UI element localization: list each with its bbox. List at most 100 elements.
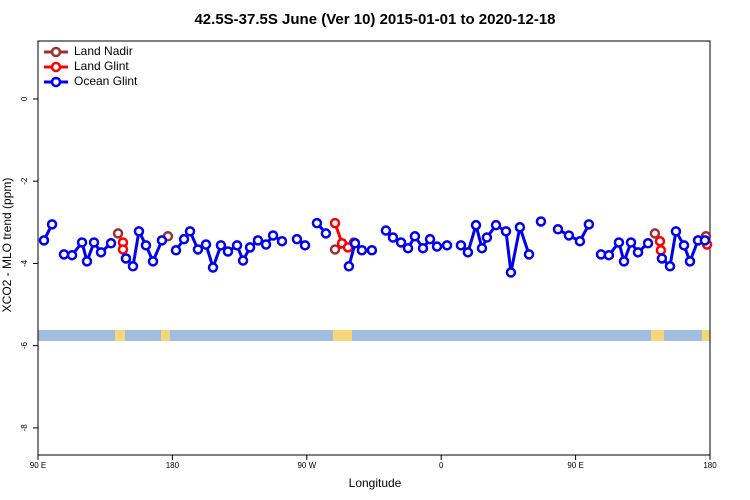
data-point <box>481 232 493 243</box>
data-point <box>431 241 443 252</box>
x-tick-label: 90 W <box>297 461 316 470</box>
data-point <box>387 232 399 243</box>
chart-title: 42.5S-37.5S June (Ver 10) 2015-01-01 to … <box>194 11 555 28</box>
data-point <box>462 247 474 258</box>
data-point <box>632 247 644 258</box>
data-point <box>678 240 690 251</box>
y-axis-label: XCO2 - MLO trend (ppm) <box>0 178 14 313</box>
legend-label: Land Nadir <box>74 44 133 58</box>
data-point <box>552 224 564 235</box>
data-point <box>655 245 667 256</box>
land-patch <box>702 330 710 341</box>
data-point <box>329 217 341 229</box>
data-point <box>424 233 436 245</box>
data-point <box>105 238 117 249</box>
data-point <box>76 237 88 248</box>
data-point <box>95 247 107 258</box>
land-patch <box>115 330 125 341</box>
data-point <box>267 230 279 241</box>
data-point <box>329 244 341 255</box>
data-point <box>66 249 78 261</box>
data-point <box>409 231 421 242</box>
data-point <box>133 226 145 237</box>
data-point <box>252 235 264 246</box>
data-point <box>260 239 272 250</box>
data-point <box>613 237 625 248</box>
data-point <box>127 261 139 272</box>
data-point <box>349 238 361 249</box>
data-point <box>276 235 288 247</box>
data-point <box>147 256 159 267</box>
y-tick-label: -2 <box>20 177 29 185</box>
surface-band <box>38 330 710 341</box>
data-point <box>244 242 256 253</box>
data-point <box>656 253 668 264</box>
data-point <box>120 253 132 264</box>
data-point <box>140 240 152 251</box>
data-point <box>366 245 378 256</box>
data-point <box>500 226 512 237</box>
data-point <box>523 249 535 260</box>
data-point <box>200 239 212 250</box>
data-point <box>455 240 467 251</box>
x-tick-label: 180 <box>166 461 180 470</box>
data-point <box>207 262 219 273</box>
data-point <box>664 261 676 272</box>
data-point <box>649 228 661 239</box>
data-point <box>320 228 332 239</box>
data-point <box>654 235 666 247</box>
x-tick-label: 0 <box>439 461 444 470</box>
data-point <box>535 216 547 227</box>
data-point <box>291 233 303 245</box>
data-point <box>38 235 50 246</box>
data-point <box>583 219 595 230</box>
ocean-band <box>38 330 710 341</box>
data-point <box>184 226 196 237</box>
land-patch <box>651 330 664 341</box>
land-patch <box>161 330 170 341</box>
y-tick-label: 0 <box>20 96 29 101</box>
data-point <box>625 237 637 248</box>
data-point <box>603 249 615 261</box>
data-point <box>470 219 482 231</box>
data-point <box>299 240 311 251</box>
legend-marker <box>50 76 62 88</box>
data-point <box>642 238 654 249</box>
data-point <box>231 240 243 251</box>
data-point <box>563 230 575 241</box>
data-point <box>402 242 414 254</box>
x-tick-label: 90 E <box>30 461 46 470</box>
data-point <box>684 256 696 267</box>
data-point <box>441 240 453 251</box>
land-patch <box>333 330 352 341</box>
data-point <box>380 225 392 236</box>
data-point <box>46 219 58 230</box>
data-point <box>574 235 586 247</box>
legend-label: Ocean Glint <box>74 74 138 88</box>
data-point <box>156 235 168 246</box>
data-point <box>514 221 526 233</box>
data-point <box>88 237 100 248</box>
x-axis-label: Longitude <box>349 476 402 490</box>
data-point <box>356 245 368 256</box>
data-point <box>215 240 227 251</box>
data-point <box>417 242 429 254</box>
data-point <box>395 237 407 248</box>
data-point <box>192 244 204 255</box>
y-tick-label: -4 <box>20 259 29 267</box>
y-tick-label: -8 <box>20 424 29 432</box>
data-point <box>699 235 711 246</box>
data-point <box>618 256 630 267</box>
data-point <box>311 217 323 229</box>
data-point <box>81 256 93 267</box>
data-point <box>343 261 355 272</box>
data-point <box>222 246 234 257</box>
legend-label: Land Glint <box>74 59 129 73</box>
legend-marker <box>50 61 62 73</box>
x-tick-label: 180 <box>703 461 717 470</box>
y-tick-label: -6 <box>20 342 29 350</box>
x-tick-label: 90 E <box>567 461 583 470</box>
data-point <box>170 245 182 256</box>
data-point <box>476 242 488 254</box>
